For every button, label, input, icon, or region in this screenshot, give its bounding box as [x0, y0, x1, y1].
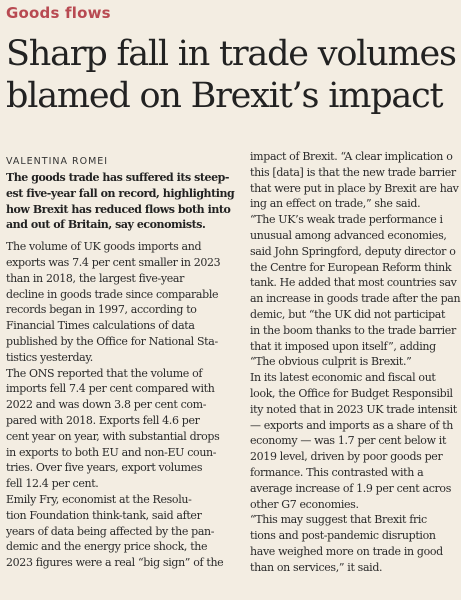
text-line: tank. He added that most countries sav [250, 276, 457, 290]
text-line: demic, but “the UK did not participat [250, 307, 446, 321]
body-text-left: The volume of UK goods imports and export… [6, 239, 238, 571]
text-line: — exports and imports as a share of th [250, 418, 454, 432]
text-line: est five-year fall on record, highlighti… [6, 186, 235, 200]
headline-line: blamed on Brexit’s impact [6, 76, 444, 116]
text-line: how Brexit has reduced flows both into [6, 202, 231, 216]
text-line: tries. Over five years, export volumes [6, 461, 203, 475]
text-line: have weighed more on trade in good [250, 544, 443, 558]
text-line: impact of Brexit. “A clear implication o [250, 150, 453, 163]
text-line: an increase in goods trade after the pan [250, 292, 461, 306]
text-line: published by the Office for National Sta… [6, 334, 218, 348]
text-line: in exports to both EU and non-EU coun- [6, 445, 217, 459]
text-line: Emily Fry, economist at the Resolu- [6, 492, 192, 506]
text-line: ity noted that in 2023 UK trade intensit [250, 402, 457, 416]
text-line: pared with 2018. Exports fell 4.6 per [6, 413, 200, 427]
article-column-left: The goods trade has suffered its steep-e… [6, 170, 238, 571]
headline-line: Sharp fall in trade volumes [6, 34, 457, 74]
text-line: the Centre for European Reform think [250, 260, 452, 274]
text-line: In its latest economic and fiscal out [250, 371, 436, 385]
text-line: average increase of 1.9 per cent acros [250, 481, 451, 495]
text-line: demic and the energy price shock, the [6, 540, 208, 554]
text-line: 2023 figures were a real “big sign” of t… [6, 556, 224, 570]
text-line: records began in 1997, according to [6, 303, 197, 317]
text-line: in the boom thanks to the trade barrier [250, 323, 456, 337]
text-line: than on services,” it said. [250, 560, 383, 574]
text-line: years of data being affected by the pan- [6, 524, 215, 538]
text-line: tions and post-pandemic disruption [250, 529, 436, 543]
headline: Sharp fall in trade volumes blamed on Br… [6, 33, 461, 117]
text-line: “The UK’s weak trade performance i [250, 213, 443, 227]
byline: VALENTINA ROMEI [6, 156, 109, 167]
section-label: Goods flows [6, 4, 111, 22]
text-line: The ONS reported that the volume of [6, 366, 203, 380]
text-line: imports fell 7.4 per cent compared with [6, 382, 215, 396]
text-line: The volume of UK goods imports and [6, 240, 202, 254]
text-line: Financial Times calculations of data [6, 319, 195, 333]
text-line: The goods trade has suffered its steep- [6, 171, 229, 184]
text-line: other G7 economies. [250, 497, 359, 511]
text-line: exports was 7.4 per cent smaller in 2023 [6, 255, 221, 269]
text-line: “The obvious culprit is Brexit.” [250, 355, 412, 369]
article-column-right: impact of Brexit. “A clear implication o… [250, 149, 461, 576]
standfirst: The goods trade has suffered its steep-e… [6, 170, 238, 233]
text-line: formance. This contrasted with a [250, 465, 424, 479]
text-line: unusual among advanced economies, [250, 228, 447, 242]
text-line: fell 12.4 per cent. [6, 477, 99, 491]
text-line: “This may suggest that Brexit fric [250, 513, 427, 527]
text-line: look, the Office for Budget Responsibil [250, 386, 453, 400]
text-line: tistics yesterday. [6, 350, 93, 364]
text-line: said John Springford, deputy director o [250, 244, 456, 258]
text-line: this [data] is that the new trade barrie… [250, 165, 456, 179]
text-line: decline in goods trade since comparable [6, 287, 219, 301]
text-line: that it imposed upon itself”, adding [250, 339, 436, 353]
text-line: that were put in place by Brexit are hav [250, 181, 459, 195]
text-line: economy — was 1.7 per cent below it [250, 434, 447, 448]
text-line: ing an effect on trade,” she said. [250, 197, 421, 211]
text-line: than in 2018, the largest five-year [6, 271, 185, 285]
text-line: cent year on year, with substantial drop… [6, 429, 220, 443]
text-line: tion Foundation think-tank, said after [6, 508, 202, 522]
text-line: 2022 and was down 3.8 per cent com- [6, 398, 207, 412]
text-line: and out of Britain, say economists. [6, 218, 206, 232]
text-line: 2019 level, driven by poor goods per [250, 450, 443, 464]
